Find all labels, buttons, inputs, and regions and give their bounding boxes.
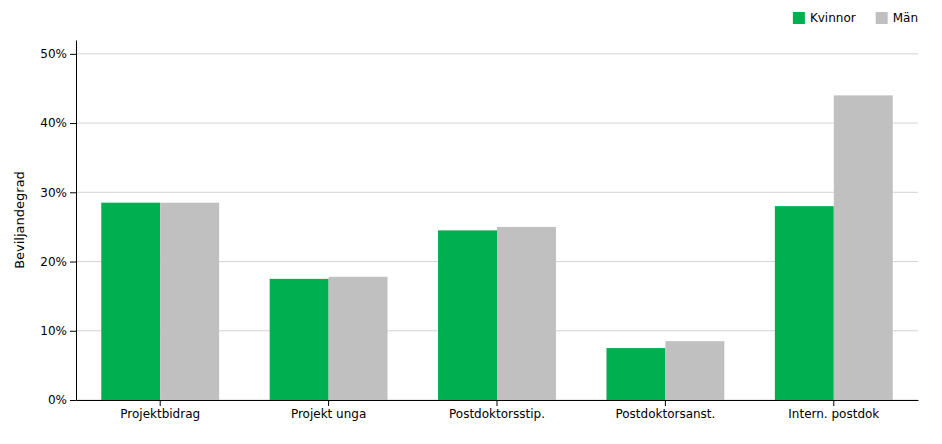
bar xyxy=(775,206,834,400)
y-axis-title: Beviljandegrad xyxy=(12,171,27,269)
y-axis: 0% 10% 20% 30% 40% 50% xyxy=(40,41,76,408)
grid-line xyxy=(76,192,918,193)
y-tick: 20% xyxy=(40,255,76,269)
y-tick-label: 50% xyxy=(40,47,67,61)
legend-label: Män xyxy=(893,11,918,25)
y-tick: 50% xyxy=(40,47,76,61)
x-tick: Postdoktorsanst. xyxy=(615,400,715,421)
x-tick-label: Projektbidrag xyxy=(120,407,200,421)
bar xyxy=(438,230,497,400)
x-tick-label: Projekt unga xyxy=(291,407,366,421)
legend: Kvinnor Män xyxy=(793,11,918,25)
legend-swatch xyxy=(793,12,805,24)
grid-line xyxy=(76,123,918,124)
x-tick-label: Postdoktorsstip. xyxy=(449,407,545,421)
bars xyxy=(101,95,892,400)
bar xyxy=(270,279,329,400)
x-tick-mark xyxy=(833,400,834,406)
legend-item: Kvinnor xyxy=(793,11,856,25)
x-tick: Projekt unga xyxy=(291,400,366,421)
y-tick-mark xyxy=(70,331,76,332)
y-axis-line xyxy=(76,41,77,401)
bar xyxy=(665,341,724,400)
chart: 0% 10% 20% 30% 40% 50% Projektbidrag Projekt un… xyxy=(0,0,942,444)
bar-series xyxy=(160,95,893,400)
bar xyxy=(160,203,219,400)
y-tick-mark xyxy=(70,54,76,55)
y-tick: 10% xyxy=(40,324,76,338)
x-tick: Intern. postdok xyxy=(788,400,879,421)
grid-line xyxy=(76,53,918,54)
bar xyxy=(497,227,556,400)
x-tick: Projektbidrag xyxy=(120,400,200,421)
y-tick-mark xyxy=(70,123,76,124)
x-tick: Postdoktorsstip. xyxy=(449,400,545,421)
y-tick-label: 30% xyxy=(40,186,67,200)
y-tick: 40% xyxy=(40,116,76,130)
x-tick-mark xyxy=(328,400,329,406)
legend-label: Kvinnor xyxy=(810,11,856,25)
y-tick: 30% xyxy=(40,186,76,200)
y-tick-label: 10% xyxy=(40,324,67,338)
y-tick-label: 0% xyxy=(48,393,67,407)
legend-swatch xyxy=(876,12,888,24)
x-tick-mark xyxy=(497,400,498,406)
y-tick: 0% xyxy=(48,393,76,407)
plot: 0% 10% 20% 30% 40% 50% Projektbidrag Projekt un… xyxy=(40,41,918,421)
bar xyxy=(606,348,665,400)
legend-item: Män xyxy=(876,11,918,25)
bar xyxy=(101,203,160,400)
bar-series xyxy=(101,203,834,400)
bar xyxy=(329,277,388,400)
y-tick-mark xyxy=(70,262,76,263)
bar xyxy=(834,95,893,400)
x-tick-label: Intern. postdok xyxy=(788,407,879,421)
y-tick-mark xyxy=(70,192,76,193)
x-tick-mark xyxy=(665,400,666,406)
x-tick-label: Postdoktorsanst. xyxy=(615,407,715,421)
x-tick-mark xyxy=(160,400,161,406)
x-axis: Projektbidrag Projekt unga Postdoktorsstip… xyxy=(77,400,919,421)
grid xyxy=(76,54,918,400)
y-tick-label: 20% xyxy=(40,255,67,269)
y-tick-mark xyxy=(70,400,76,401)
y-tick-label: 40% xyxy=(40,116,67,130)
